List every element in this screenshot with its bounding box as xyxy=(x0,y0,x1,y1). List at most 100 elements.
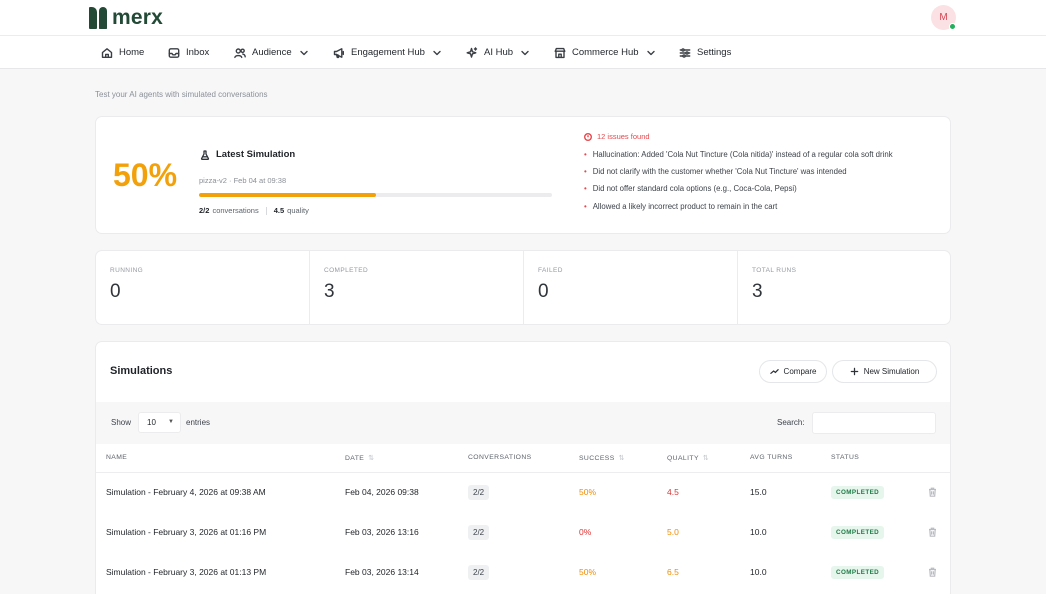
nav-label-settings: Settings xyxy=(697,47,732,58)
row-avg-turns: 10.0 xyxy=(750,527,767,537)
sliders-icon xyxy=(679,47,691,58)
nav-label-home: Home xyxy=(119,47,145,58)
brand-name: merx xyxy=(112,6,164,29)
search-input[interactable] xyxy=(812,412,936,434)
nav-label-engagement-hub: Engagement Hub xyxy=(351,47,425,58)
nav-label-commerce-hub: Commerce Hub xyxy=(572,47,639,58)
delete-button[interactable] xyxy=(928,552,937,592)
row-quality: 4.5 xyxy=(667,487,679,497)
stats-card: RUNNING 0 COMPLETED 3 FAILED 0 TOTAL RUN… xyxy=(95,250,951,325)
main-nav: Home Inbox Audience Engagement Hub AI Hu… xyxy=(0,36,1046,69)
nav-item-ai-hub[interactable]: AI Hub xyxy=(466,36,530,69)
nav-item-audience[interactable]: Audience xyxy=(234,36,309,69)
status-badge: COMPLETED xyxy=(831,485,885,499)
latest-conversations-value: 2/2 xyxy=(199,206,210,215)
top-bar: merx M xyxy=(0,0,1046,36)
show-label: Show xyxy=(111,418,132,427)
status-badge: COMPLETED xyxy=(831,525,885,539)
row-success: 50% xyxy=(579,567,597,577)
sort-icon: ⇅ xyxy=(368,455,375,462)
latest-simulation-card: 50% Latest Simulation pizza-v2 · Feb 04 … xyxy=(95,116,951,234)
stat-label: RUNNING xyxy=(110,267,144,274)
page-subtitle: Test your AI agents with simulated conve… xyxy=(95,90,268,99)
status-badge: COMPLETED xyxy=(831,565,885,579)
logo-mark-icon xyxy=(89,7,107,29)
simulations-title: Simulations xyxy=(110,365,173,377)
stat-value: 0 xyxy=(110,281,121,302)
column-header-date[interactable]: DATE ⇅ xyxy=(345,454,375,463)
latest-success-percent: 50% xyxy=(113,157,178,193)
nav-item-commerce-hub[interactable]: Commerce Hub xyxy=(554,36,656,69)
stat-value: 3 xyxy=(752,281,763,302)
users-icon xyxy=(234,47,246,58)
latest-stats: 2/2 conversations 4.5 quality xyxy=(199,206,309,215)
column-header-name[interactable]: NAME xyxy=(106,454,128,461)
latest-simulation-title: Latest Simulation xyxy=(200,149,295,160)
stat-value: 0 xyxy=(538,281,549,302)
row-name: Simulation - February 3, 2026 at 01:13 P… xyxy=(106,567,267,577)
nav-item-home[interactable]: Home xyxy=(101,36,144,69)
table-row[interactable]: Simulation - February 3, 2026 at 01:13 P… xyxy=(96,552,950,592)
row-quality: 6.5 xyxy=(667,567,679,577)
sparkles-icon xyxy=(466,46,478,58)
column-header-status[interactable]: STATUS xyxy=(831,454,860,461)
column-header-conversations[interactable]: CONVERSATIONS xyxy=(468,454,532,461)
home-icon xyxy=(101,47,113,58)
entries-select[interactable]: 10 ▼ xyxy=(138,412,181,433)
latest-progress-bar xyxy=(199,193,552,197)
trash-icon xyxy=(929,487,936,497)
inbox-icon xyxy=(168,47,180,58)
nav-item-engagement-hub[interactable]: Engagement Hub xyxy=(333,36,442,69)
stat-value: 3 xyxy=(324,281,335,302)
store-icon xyxy=(554,47,566,58)
row-avg-turns: 10.0 xyxy=(750,567,767,577)
alert-circle-icon xyxy=(584,132,592,141)
delete-button[interactable] xyxy=(928,512,937,552)
entries-label: entries xyxy=(186,418,211,427)
column-header-quality[interactable]: QUALITY ⇅ xyxy=(667,454,710,463)
table-row[interactable]: Simulation - February 4, 2026 at 09:38 A… xyxy=(96,472,950,512)
delete-button[interactable] xyxy=(928,472,937,512)
row-status: COMPLETED xyxy=(831,552,885,592)
stat-total-runs: TOTAL RUNS 3 xyxy=(738,251,952,325)
issue-item: • Hallucination: Added 'Cola Nut Tincture… xyxy=(584,150,893,159)
chevron-down-icon xyxy=(433,50,441,55)
row-success: 0% xyxy=(579,527,592,537)
row-conversations: 2/2 xyxy=(468,472,490,512)
row-success: 50% xyxy=(579,487,597,497)
new-simulation-button[interactable]: New Simulation xyxy=(832,360,937,383)
row-name: Simulation - February 3, 2026 at 01:16 P… xyxy=(106,527,267,537)
row-avg-turns: 15.0 xyxy=(750,487,767,497)
caret-down-icon: ▼ xyxy=(168,419,174,425)
nav-item-settings[interactable]: Settings xyxy=(679,36,731,69)
issue-item: • Did not clarify with the customer wheth… xyxy=(584,167,847,176)
compare-button[interactable]: Compare xyxy=(759,360,827,383)
row-quality: 5.0 xyxy=(667,527,679,537)
table-controls: Show 10 ▼ entries Search: xyxy=(96,402,950,444)
latest-quality-value: 4.5 xyxy=(273,206,285,215)
latest-progress-fill xyxy=(199,193,376,197)
online-status-dot xyxy=(949,23,956,30)
column-header-success[interactable]: SUCCESS ⇅ xyxy=(579,454,625,463)
row-status: COMPLETED xyxy=(831,472,885,512)
nav-item-inbox[interactable]: Inbox xyxy=(168,36,209,69)
sort-icon: ⇅ xyxy=(618,455,625,462)
flask-icon xyxy=(200,149,210,160)
brand-logo[interactable]: merx xyxy=(89,6,163,30)
table-row[interactable]: Simulation - February 3, 2026 at 01:16 P… xyxy=(96,512,950,552)
latest-simulation-meta: pizza-v2 · Feb 04 at 09:38 xyxy=(199,176,287,185)
stat-label: FAILED xyxy=(538,267,563,274)
column-header-avg-turns[interactable]: AVG TURNS xyxy=(750,454,793,461)
stat-label: TOTAL RUNS xyxy=(752,267,797,274)
row-conversations: 2/2 xyxy=(468,512,490,552)
chevron-down-icon xyxy=(521,50,529,55)
nav-label-ai-hub: AI Hub xyxy=(484,47,514,58)
chevron-down-icon xyxy=(299,50,308,55)
trend-line-icon xyxy=(769,369,779,374)
avatar-initial: M xyxy=(939,12,948,23)
stat-running: RUNNING 0 xyxy=(96,251,310,325)
user-avatar[interactable]: M xyxy=(931,5,956,30)
latest-title-text: Latest Simulation xyxy=(216,149,296,160)
row-date: Feb 04, 2026 09:38 xyxy=(345,487,419,497)
chevron-down-icon xyxy=(646,50,655,55)
